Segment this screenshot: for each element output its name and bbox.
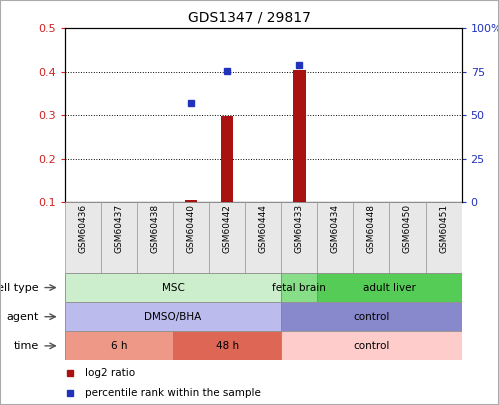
Text: GSM60433: GSM60433: [295, 204, 304, 254]
Bar: [293, 70, 305, 202]
Bar: [353, 202, 389, 273]
Text: cell type: cell type: [0, 283, 39, 292]
Text: MSC: MSC: [162, 283, 185, 292]
Bar: [185, 200, 198, 202]
Bar: [245, 202, 281, 273]
Text: GSM60450: GSM60450: [403, 204, 412, 254]
Bar: [426, 202, 462, 273]
Bar: [317, 273, 462, 302]
Text: GSM60440: GSM60440: [187, 204, 196, 253]
Text: agent: agent: [6, 312, 39, 322]
Bar: [281, 202, 317, 273]
Bar: [137, 202, 173, 273]
Bar: [65, 202, 101, 273]
Bar: [65, 331, 173, 360]
Bar: [65, 273, 281, 302]
Text: control: control: [353, 312, 390, 322]
Text: GSM60451: GSM60451: [439, 204, 448, 254]
Text: GSM60442: GSM60442: [223, 204, 232, 253]
Bar: [65, 302, 281, 331]
Text: GSM60434: GSM60434: [331, 204, 340, 253]
Text: log2 ratio: log2 ratio: [85, 368, 135, 378]
Text: percentile rank within the sample: percentile rank within the sample: [85, 388, 260, 398]
Bar: [101, 202, 137, 273]
Text: 48 h: 48 h: [216, 341, 239, 351]
Text: fetal brain: fetal brain: [272, 283, 326, 292]
Text: DMSO/BHA: DMSO/BHA: [144, 312, 202, 322]
Bar: [173, 202, 209, 273]
Bar: [173, 331, 281, 360]
Text: GSM60437: GSM60437: [114, 204, 123, 254]
Text: 6 h: 6 h: [111, 341, 127, 351]
Bar: [281, 273, 317, 302]
Bar: [221, 116, 234, 202]
Text: adult liver: adult liver: [363, 283, 416, 292]
Text: GDS1347 / 29817: GDS1347 / 29817: [188, 10, 311, 24]
Text: control: control: [353, 341, 390, 351]
Text: GSM60448: GSM60448: [367, 204, 376, 253]
Bar: [281, 331, 462, 360]
Bar: [389, 202, 426, 273]
Text: time: time: [13, 341, 39, 351]
Bar: [281, 302, 462, 331]
Bar: [209, 202, 245, 273]
Text: GSM60436: GSM60436: [78, 204, 87, 254]
Text: GSM60438: GSM60438: [151, 204, 160, 254]
Text: GSM60444: GSM60444: [258, 204, 268, 253]
Bar: [317, 202, 353, 273]
